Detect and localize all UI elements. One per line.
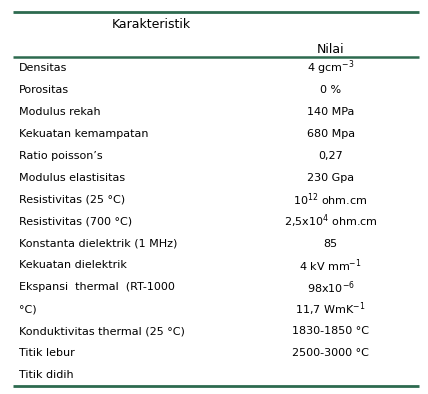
- Text: Modulus elastisitas: Modulus elastisitas: [19, 173, 125, 183]
- Text: 85: 85: [324, 238, 338, 249]
- Text: Porositas: Porositas: [19, 85, 69, 95]
- Text: Resistivitas (25 °C): Resistivitas (25 °C): [19, 195, 125, 205]
- Text: 680 Mpa: 680 Mpa: [306, 129, 355, 139]
- Text: 230 Gpa: 230 Gpa: [307, 173, 354, 183]
- Text: Ratio poisson’s: Ratio poisson’s: [19, 151, 103, 161]
- Text: °C): °C): [19, 304, 37, 314]
- Text: Konduktivitas thermal (25 °C): Konduktivitas thermal (25 °C): [19, 326, 185, 336]
- Text: Ekspansi  thermal  (RT-1000: Ekspansi thermal (RT-1000: [19, 282, 175, 292]
- Text: Titik didih: Titik didih: [19, 370, 74, 380]
- Text: Densitas: Densitas: [19, 63, 68, 73]
- Text: 0 %: 0 %: [320, 85, 341, 95]
- Text: Kekuatan dielektrik: Kekuatan dielektrik: [19, 260, 127, 271]
- Text: 140 MPa: 140 MPa: [307, 107, 354, 117]
- Text: Modulus rekah: Modulus rekah: [19, 107, 101, 117]
- Text: Konstanta dielektrik (1 MHz): Konstanta dielektrik (1 MHz): [19, 238, 178, 249]
- Text: Resistivitas (700 °C): Resistivitas (700 °C): [19, 217, 132, 227]
- Text: 98x10$^{-6}$: 98x10$^{-6}$: [307, 279, 354, 296]
- Text: 11,7 WmK$^{-1}$: 11,7 WmK$^{-1}$: [295, 301, 366, 318]
- Text: Nilai: Nilai: [317, 43, 345, 56]
- Text: 2,5x10$^{4}$ ohm.cm: 2,5x10$^{4}$ ohm.cm: [284, 213, 377, 230]
- Text: 1830-1850 °C: 1830-1850 °C: [292, 326, 369, 336]
- Text: 2500-3000 °C: 2500-3000 °C: [292, 348, 369, 358]
- Text: 4 gcm$^{-3}$: 4 gcm$^{-3}$: [307, 59, 354, 77]
- Text: Kekuatan kemampatan: Kekuatan kemampatan: [19, 129, 149, 139]
- Text: Titik lebur: Titik lebur: [19, 348, 75, 358]
- Text: Karakteristik: Karakteristik: [112, 18, 191, 31]
- Text: 0,27: 0,27: [318, 151, 343, 161]
- Text: 10$^{12}$ ohm.cm: 10$^{12}$ ohm.cm: [294, 191, 368, 208]
- Text: 4 kV mm$^{-1}$: 4 kV mm$^{-1}$: [299, 257, 362, 274]
